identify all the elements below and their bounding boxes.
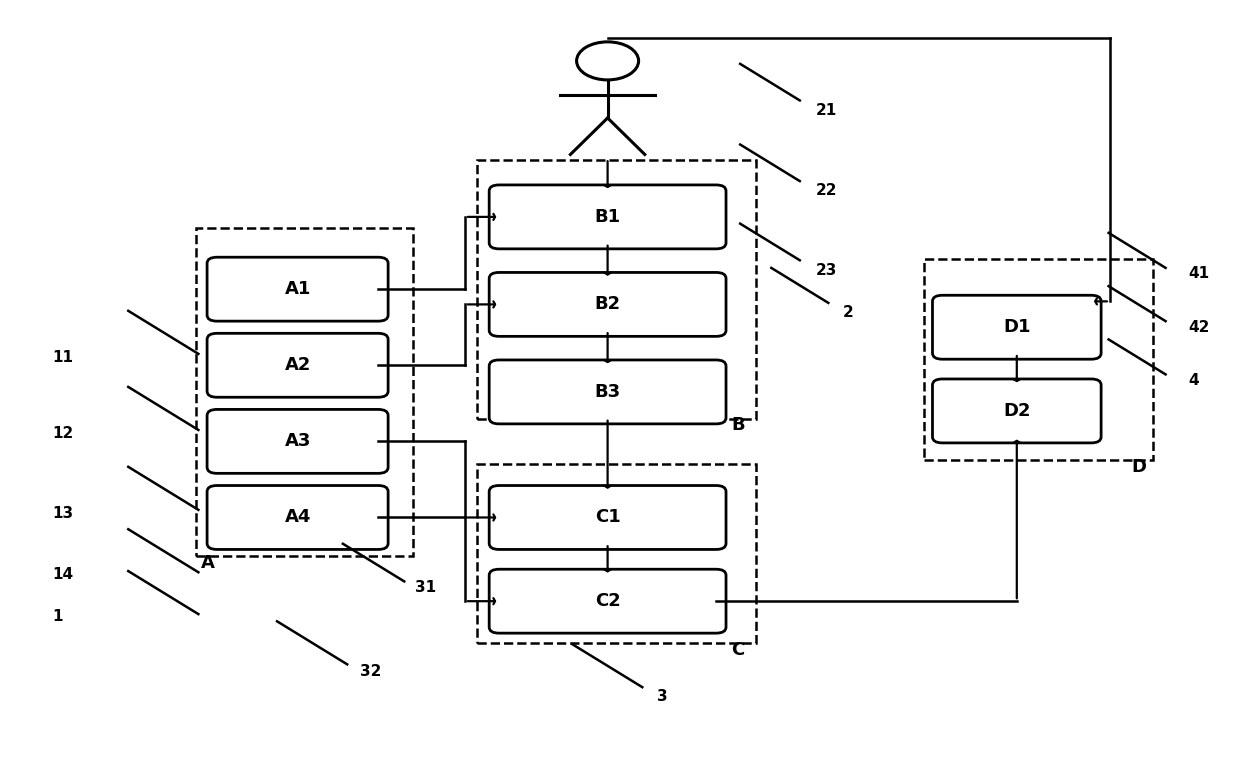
FancyBboxPatch shape (489, 272, 725, 336)
Text: A4: A4 (284, 508, 311, 527)
Text: 3: 3 (657, 689, 668, 704)
FancyBboxPatch shape (489, 185, 725, 249)
Text: C: C (732, 641, 745, 659)
Text: 23: 23 (816, 263, 837, 278)
FancyBboxPatch shape (489, 569, 725, 633)
Text: 11: 11 (52, 350, 73, 365)
Text: B2: B2 (594, 295, 621, 314)
FancyBboxPatch shape (207, 257, 388, 321)
Text: B: B (732, 416, 745, 435)
Text: 12: 12 (52, 426, 73, 441)
Text: 41: 41 (1188, 266, 1209, 282)
Bar (924, 259, 1153, 460)
Text: 1: 1 (52, 609, 62, 624)
FancyBboxPatch shape (207, 409, 388, 473)
FancyBboxPatch shape (489, 486, 725, 549)
Bar (477, 160, 756, 419)
Text: A: A (201, 554, 215, 572)
Text: 42: 42 (1188, 320, 1209, 335)
Text: B1: B1 (594, 208, 621, 226)
Bar (196, 228, 413, 556)
Text: C1: C1 (595, 508, 620, 527)
FancyBboxPatch shape (207, 486, 388, 549)
Bar (477, 464, 756, 643)
Text: 14: 14 (52, 567, 73, 582)
FancyBboxPatch shape (932, 379, 1101, 443)
Text: C2: C2 (595, 592, 620, 610)
Text: 4: 4 (1188, 373, 1199, 388)
Text: 32: 32 (360, 664, 381, 679)
Text: D1: D1 (1003, 318, 1030, 336)
FancyBboxPatch shape (932, 295, 1101, 359)
FancyBboxPatch shape (489, 360, 725, 424)
FancyBboxPatch shape (207, 333, 388, 397)
Text: B3: B3 (594, 383, 621, 401)
Text: A1: A1 (284, 280, 311, 298)
Text: 22: 22 (816, 183, 837, 198)
Text: 13: 13 (52, 506, 73, 521)
Text: A3: A3 (284, 432, 311, 451)
Text: D2: D2 (1003, 402, 1030, 420)
Text: 2: 2 (843, 304, 854, 320)
Text: A2: A2 (284, 356, 311, 374)
Text: D: D (1131, 458, 1146, 476)
Text: 21: 21 (816, 103, 837, 118)
Text: 31: 31 (415, 580, 436, 595)
